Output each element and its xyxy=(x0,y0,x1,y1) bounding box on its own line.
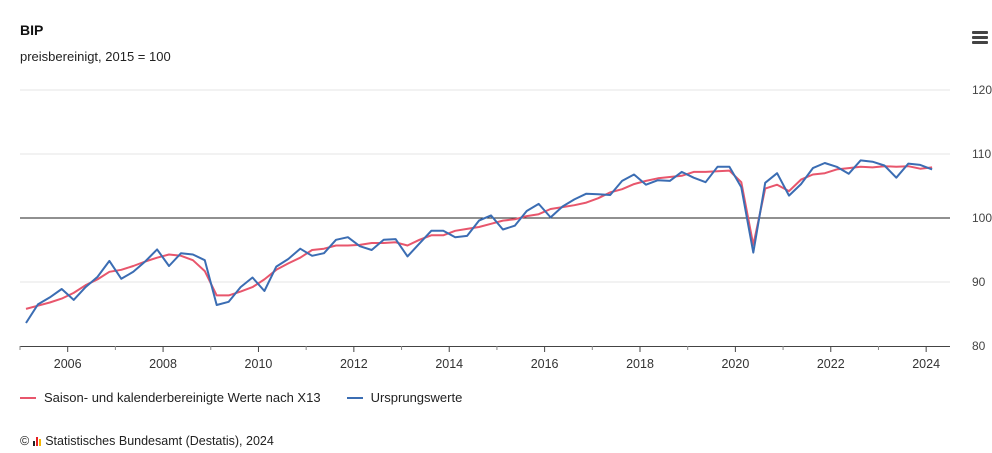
x-tick-label: 2022 xyxy=(817,357,845,371)
x-tick-label: 2024 xyxy=(912,357,940,371)
menu-bar xyxy=(972,41,988,44)
y-tick-label: 110 xyxy=(972,147,991,161)
x-tick-label: 2006 xyxy=(54,357,82,371)
legend-item-adjusted[interactable]: Saison- und kalenderbereinigte Werte nac… xyxy=(20,390,321,405)
x-tick-label: 2016 xyxy=(531,357,559,371)
legend-label-adjusted: Saison- und kalenderbereinigte Werte nac… xyxy=(44,390,321,405)
y-tick-label: 120 xyxy=(972,83,992,97)
legend-swatch-original xyxy=(346,396,363,399)
legend-label-original: Ursprungswerte xyxy=(370,390,463,405)
series-line-adjusted xyxy=(25,165,933,310)
y-tick-label: 90 xyxy=(972,275,986,289)
y-tick-label: 80 xyxy=(972,339,986,353)
x-tick-label: 2008 xyxy=(149,357,177,371)
x-tick-label: 2010 xyxy=(245,357,273,371)
x-tick-label: 2020 xyxy=(721,357,749,371)
credits-text[interactable]: Statistisches Bundesamt (Destatis), 2024 xyxy=(45,434,274,448)
destatis-logo-icon xyxy=(33,436,42,446)
y-tick-label: 100 xyxy=(972,211,992,225)
gdp-line-chart: 80 90 100 110 120 2006 2008 2010 2012 2014 2016 201… xyxy=(19,83,992,371)
legend-item-original[interactable]: Ursprungswerte xyxy=(346,390,463,405)
chart-legend: Saison- und kalenderbereinigte Werte nac… xyxy=(20,390,462,405)
x-tick-label: 2012 xyxy=(340,357,368,371)
x-tick-label: 2018 xyxy=(626,357,654,371)
x-tick-label: 2014 xyxy=(435,357,463,371)
chart-title: BIP xyxy=(20,22,44,38)
series-line-original xyxy=(25,159,933,324)
hamburger-menu-icon[interactable] xyxy=(972,31,988,45)
menu-bar xyxy=(972,31,988,34)
chart-subtitle: preisbereinigt, 2015 = 100 xyxy=(20,49,171,64)
menu-bar xyxy=(972,36,988,39)
legend-swatch-adjusted xyxy=(20,396,36,399)
copyright-symbol: © xyxy=(20,434,30,448)
credits: © Statistisches Bundesamt (Destatis), 20… xyxy=(20,434,274,448)
